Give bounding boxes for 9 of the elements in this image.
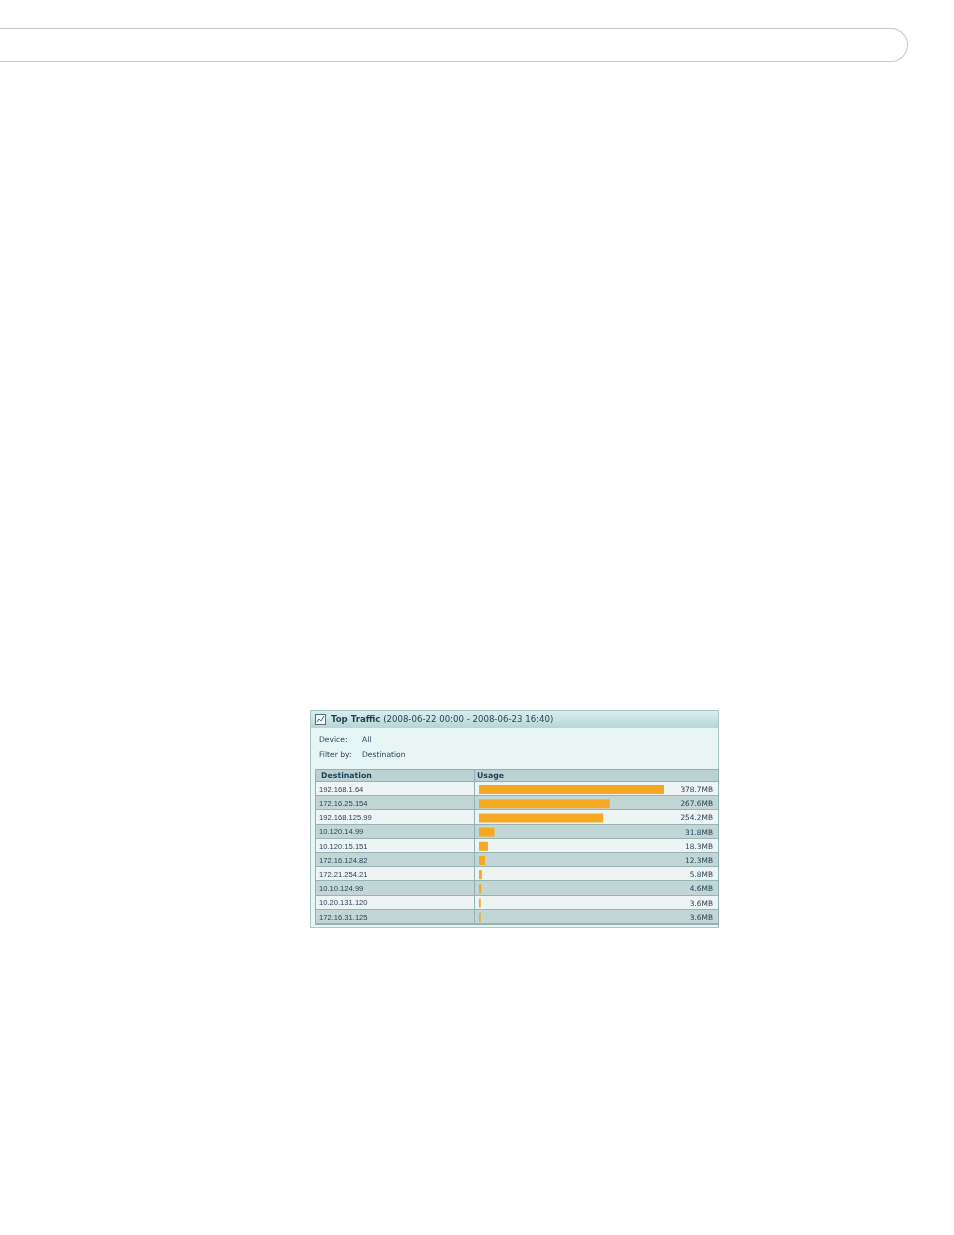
bar (479, 884, 482, 894)
text: Top Traffic (331, 714, 381, 724)
bar (479, 813, 604, 823)
chart-subtitle: (2008-06-22 00:00 - 2008-06-23 16:40) (382, 714, 554, 724)
bar (479, 856, 486, 865)
bar (479, 799, 610, 809)
bar (479, 870, 482, 880)
bar (479, 827, 495, 837)
bar (479, 841, 488, 851)
